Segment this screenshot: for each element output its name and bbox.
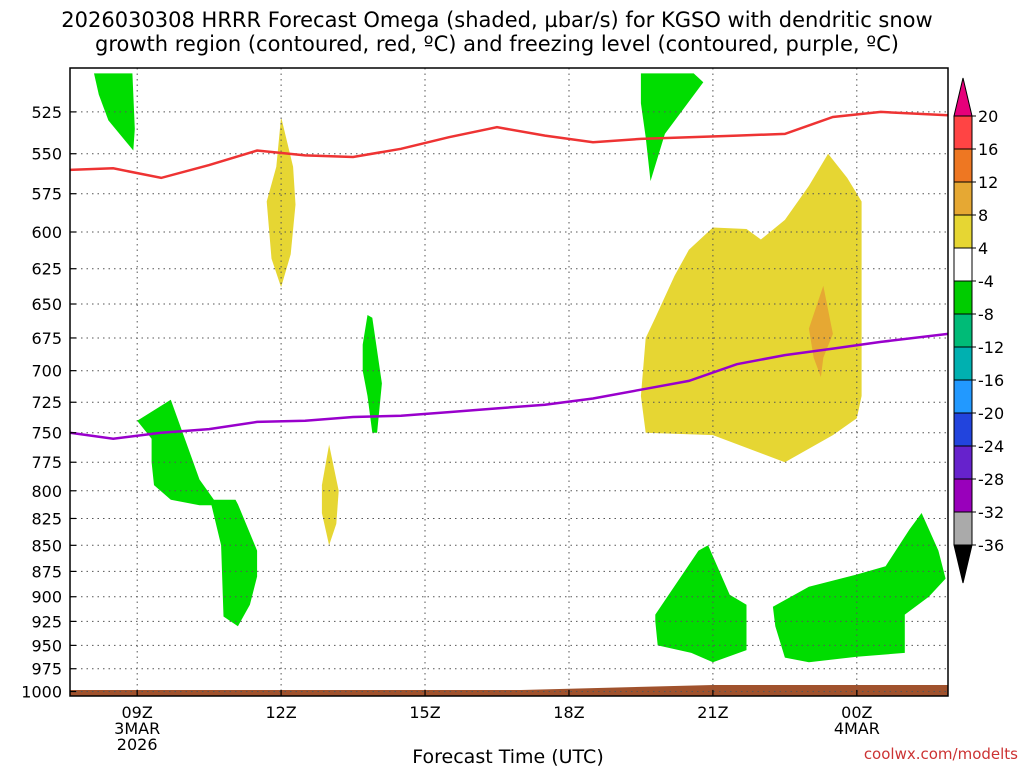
y-tick-label-875: 875 <box>31 562 62 581</box>
y-tick-label-1000: 1000 <box>21 683 62 702</box>
colorbar-label-5: -4 <box>978 272 994 291</box>
omega-region-6 <box>266 117 296 288</box>
colorbar-swatch-5 <box>953 280 973 315</box>
colorbar-swatch-4 <box>953 247 973 282</box>
omega-region-1 <box>640 73 704 182</box>
surface-terrain <box>70 685 948 696</box>
y-tick-label-625: 625 <box>31 260 62 279</box>
omega-region-2 <box>362 315 382 433</box>
omega-region-4 <box>655 545 747 663</box>
colorbar-label-2: 12 <box>978 173 998 192</box>
x-tick-label-24-0: 00Z <box>841 703 872 722</box>
chart-title-line1: 2026030308 HRRR Forecast Omega (shaded, … <box>61 8 932 32</box>
colorbar-label-8: -16 <box>978 371 1004 390</box>
plot-frame <box>69 67 949 697</box>
omega-region-8 <box>640 153 862 463</box>
colorbar-swatch-9 <box>953 412 973 447</box>
colorbar-top-arrow <box>953 77 973 117</box>
omega-region-5 <box>772 513 946 663</box>
omega-region-7 <box>321 444 339 546</box>
y-tick-label-550: 550 <box>31 145 62 164</box>
colorbar-label-11: -28 <box>978 470 1004 489</box>
colorbar-label-4: 4 <box>978 239 988 258</box>
colorbar-swatch-8 <box>953 379 973 414</box>
colorbar-swatch-7 <box>953 346 973 381</box>
contour-lines <box>70 110 948 440</box>
colorbar-label-1: 16 <box>978 140 998 159</box>
credit-text: coolwx.com/modelts <box>864 745 1018 763</box>
x-tick-label-15-0: 15Z <box>409 703 440 722</box>
y-tick-label-725: 725 <box>31 393 62 412</box>
y-axis-pressure: 525 550 575 600 625 650 675 700 725 750 775 800 825 8… <box>21 103 76 702</box>
colorbar-swatch-3 <box>953 214 973 249</box>
y-tick-label-925: 925 <box>31 612 62 631</box>
colorbar-swatch-1 <box>953 148 973 183</box>
x-tick-label-18-0: 18Z <box>553 703 584 722</box>
colorbar-label-13: -36 <box>978 536 1004 555</box>
colorbar-bottom-arrow <box>953 544 973 584</box>
colorbar-label-7: -12 <box>978 338 1004 357</box>
omega-shaded-regions <box>94 73 946 663</box>
y-tick-label-650: 650 <box>31 295 62 314</box>
y-tick-label-800: 800 <box>31 482 62 501</box>
y-tick-label-600: 600 <box>31 223 62 242</box>
omega-colorbar: 20 16 12 8 4 -4 -8 -12 -16 -20 -24 -28 -32 -36 <box>953 77 1004 584</box>
y-tick-label-525: 525 <box>31 103 62 122</box>
y-tick-label-775: 775 <box>31 453 62 472</box>
omega-region-9 <box>808 285 833 378</box>
chart-title-line2: growth region (contoured, red, ºC) and f… <box>95 32 899 56</box>
colorbar-label-12: -32 <box>978 503 1004 522</box>
colorbar-swatch-10 <box>953 445 973 480</box>
y-tick-label-950: 950 <box>31 636 62 655</box>
omega-region-3 <box>137 399 258 627</box>
dgz-red-contour <box>70 110 948 180</box>
x-tick-label-24-1: 4MAR <box>834 719 880 738</box>
x-axis-label: Forecast Time (UTC) <box>412 746 603 768</box>
x-tick-label-9-2: 2026 <box>117 735 158 754</box>
colorbar-label-0: 20 <box>978 107 998 126</box>
colorbar-swatch-11 <box>953 478 973 513</box>
x-tick-label-9-0: 09Z <box>122 703 153 722</box>
colorbar-label-10: -24 <box>978 437 1004 456</box>
surface-terrain-band <box>70 685 948 696</box>
y-tick-label-750: 750 <box>31 424 62 443</box>
y-tick-label-850: 850 <box>31 536 62 555</box>
y-tick-label-675: 675 <box>31 329 62 348</box>
y-tick-label-825: 825 <box>31 509 62 528</box>
grid-lines <box>70 68 948 696</box>
colorbar-label-6: -8 <box>978 305 994 324</box>
y-tick-label-575: 575 <box>31 185 62 204</box>
y-tick-label-975: 975 <box>31 660 62 679</box>
x-tick-label-21-0: 21Z <box>697 703 728 722</box>
colorbar-label-9: -20 <box>978 404 1004 423</box>
freezing-level-purple-contour <box>70 332 948 440</box>
colorbar-swatch-12 <box>953 511 973 546</box>
x-tick-label-12-0: 12Z <box>265 703 296 722</box>
x-tick-label-9-1: 3MAR <box>114 719 160 738</box>
colorbar-swatch-6 <box>953 313 973 348</box>
y-tick-label-900: 900 <box>31 588 62 607</box>
colorbar-label-3: 8 <box>978 206 988 225</box>
colorbar-swatch-2 <box>953 181 973 216</box>
y-tick-label-700: 700 <box>31 362 62 381</box>
colorbar-swatch-0 <box>953 115 973 150</box>
